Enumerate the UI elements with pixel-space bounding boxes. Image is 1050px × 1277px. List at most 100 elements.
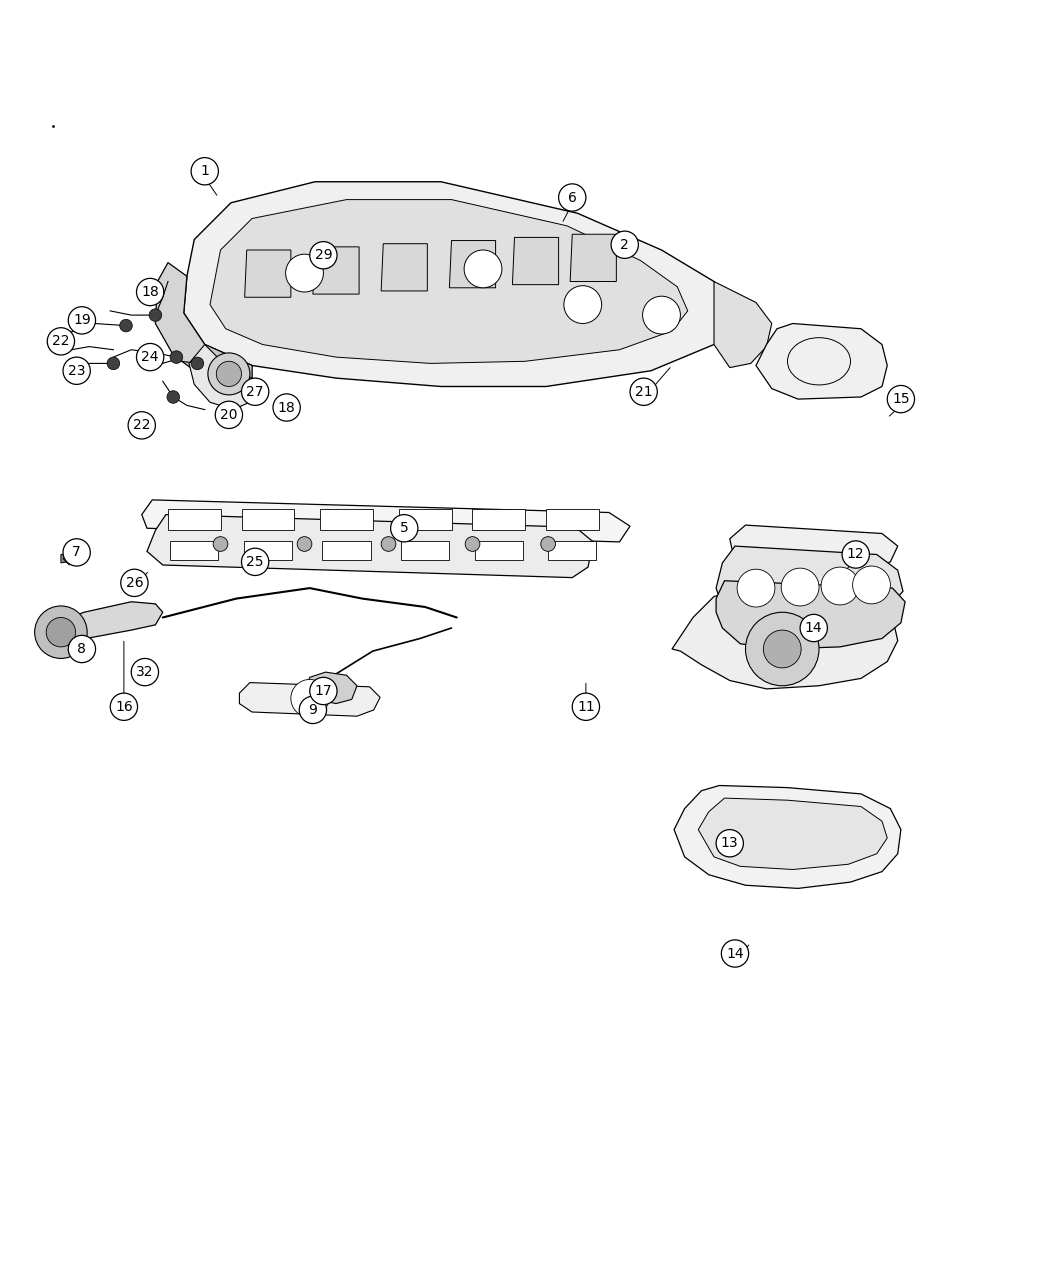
Circle shape [213, 536, 228, 552]
Circle shape [464, 250, 502, 287]
Polygon shape [716, 547, 903, 628]
Circle shape [559, 184, 586, 211]
Circle shape [286, 254, 323, 292]
Circle shape [215, 401, 243, 429]
Text: 19: 19 [74, 313, 90, 327]
Polygon shape [210, 199, 688, 364]
Circle shape [391, 515, 418, 541]
Text: 9: 9 [309, 702, 317, 716]
Text: 32: 32 [136, 665, 153, 679]
Text: 18: 18 [278, 401, 295, 415]
Polygon shape [155, 263, 252, 397]
Circle shape [630, 378, 657, 405]
Polygon shape [322, 541, 371, 559]
Circle shape [291, 679, 329, 718]
Circle shape [781, 568, 819, 607]
Text: 11: 11 [578, 700, 594, 714]
Text: 16: 16 [116, 700, 132, 714]
Circle shape [47, 328, 75, 355]
Text: 15: 15 [892, 392, 909, 406]
Polygon shape [244, 541, 292, 559]
Circle shape [572, 693, 600, 720]
Text: 27: 27 [247, 384, 264, 398]
Polygon shape [61, 553, 76, 563]
Polygon shape [245, 250, 291, 298]
Circle shape [170, 351, 183, 364]
Circle shape [107, 358, 120, 370]
Circle shape [167, 391, 180, 404]
Circle shape [800, 614, 827, 641]
Circle shape [149, 309, 162, 322]
Text: 22: 22 [133, 419, 150, 433]
Circle shape [887, 386, 915, 412]
Text: 21: 21 [635, 384, 652, 398]
Circle shape [128, 411, 155, 439]
Polygon shape [320, 510, 373, 530]
Polygon shape [401, 541, 449, 559]
Polygon shape [142, 499, 630, 541]
Text: 29: 29 [315, 248, 332, 262]
Polygon shape [63, 550, 78, 564]
Polygon shape [672, 586, 898, 688]
Circle shape [721, 940, 749, 967]
Polygon shape [399, 510, 452, 530]
Polygon shape [313, 246, 359, 294]
Polygon shape [170, 541, 218, 559]
Circle shape [746, 612, 819, 686]
Polygon shape [570, 234, 616, 281]
Circle shape [310, 241, 337, 269]
Polygon shape [512, 238, 559, 285]
Text: 2: 2 [621, 238, 629, 252]
Text: 6: 6 [568, 190, 576, 204]
Polygon shape [730, 525, 898, 570]
Circle shape [121, 570, 148, 596]
Circle shape [273, 393, 300, 421]
Circle shape [853, 566, 890, 604]
Circle shape [381, 536, 396, 552]
Circle shape [299, 696, 327, 724]
Polygon shape [449, 240, 496, 287]
Polygon shape [239, 683, 380, 716]
Polygon shape [304, 672, 357, 704]
Polygon shape [189, 345, 252, 410]
Polygon shape [546, 510, 598, 530]
Text: 22: 22 [52, 335, 69, 349]
Polygon shape [698, 798, 887, 870]
Polygon shape [147, 515, 593, 577]
Polygon shape [475, 541, 523, 559]
Polygon shape [548, 541, 596, 559]
Polygon shape [168, 510, 220, 530]
Text: 23: 23 [68, 364, 85, 378]
Text: 24: 24 [142, 350, 159, 364]
Circle shape [310, 677, 337, 705]
Circle shape [63, 358, 90, 384]
Circle shape [242, 378, 269, 405]
Text: 13: 13 [721, 836, 738, 850]
Circle shape [821, 567, 859, 605]
Circle shape [716, 830, 743, 857]
Text: 26: 26 [126, 576, 143, 590]
Circle shape [63, 539, 90, 566]
Circle shape [136, 278, 164, 305]
Text: 14: 14 [805, 621, 822, 635]
Polygon shape [184, 181, 735, 387]
Circle shape [216, 361, 242, 387]
Circle shape [763, 630, 801, 668]
Text: 18: 18 [142, 285, 159, 299]
Circle shape [611, 231, 638, 258]
Polygon shape [714, 281, 772, 368]
Polygon shape [242, 510, 294, 530]
Circle shape [541, 536, 555, 552]
Circle shape [131, 659, 159, 686]
Circle shape [208, 352, 250, 395]
Circle shape [68, 306, 96, 335]
Circle shape [643, 296, 680, 335]
Polygon shape [472, 510, 525, 530]
Circle shape [191, 358, 204, 370]
Circle shape [242, 548, 269, 576]
Circle shape [842, 541, 869, 568]
Circle shape [68, 636, 96, 663]
Polygon shape [674, 785, 901, 889]
Text: 8: 8 [78, 642, 86, 656]
Text: 12: 12 [847, 548, 864, 562]
